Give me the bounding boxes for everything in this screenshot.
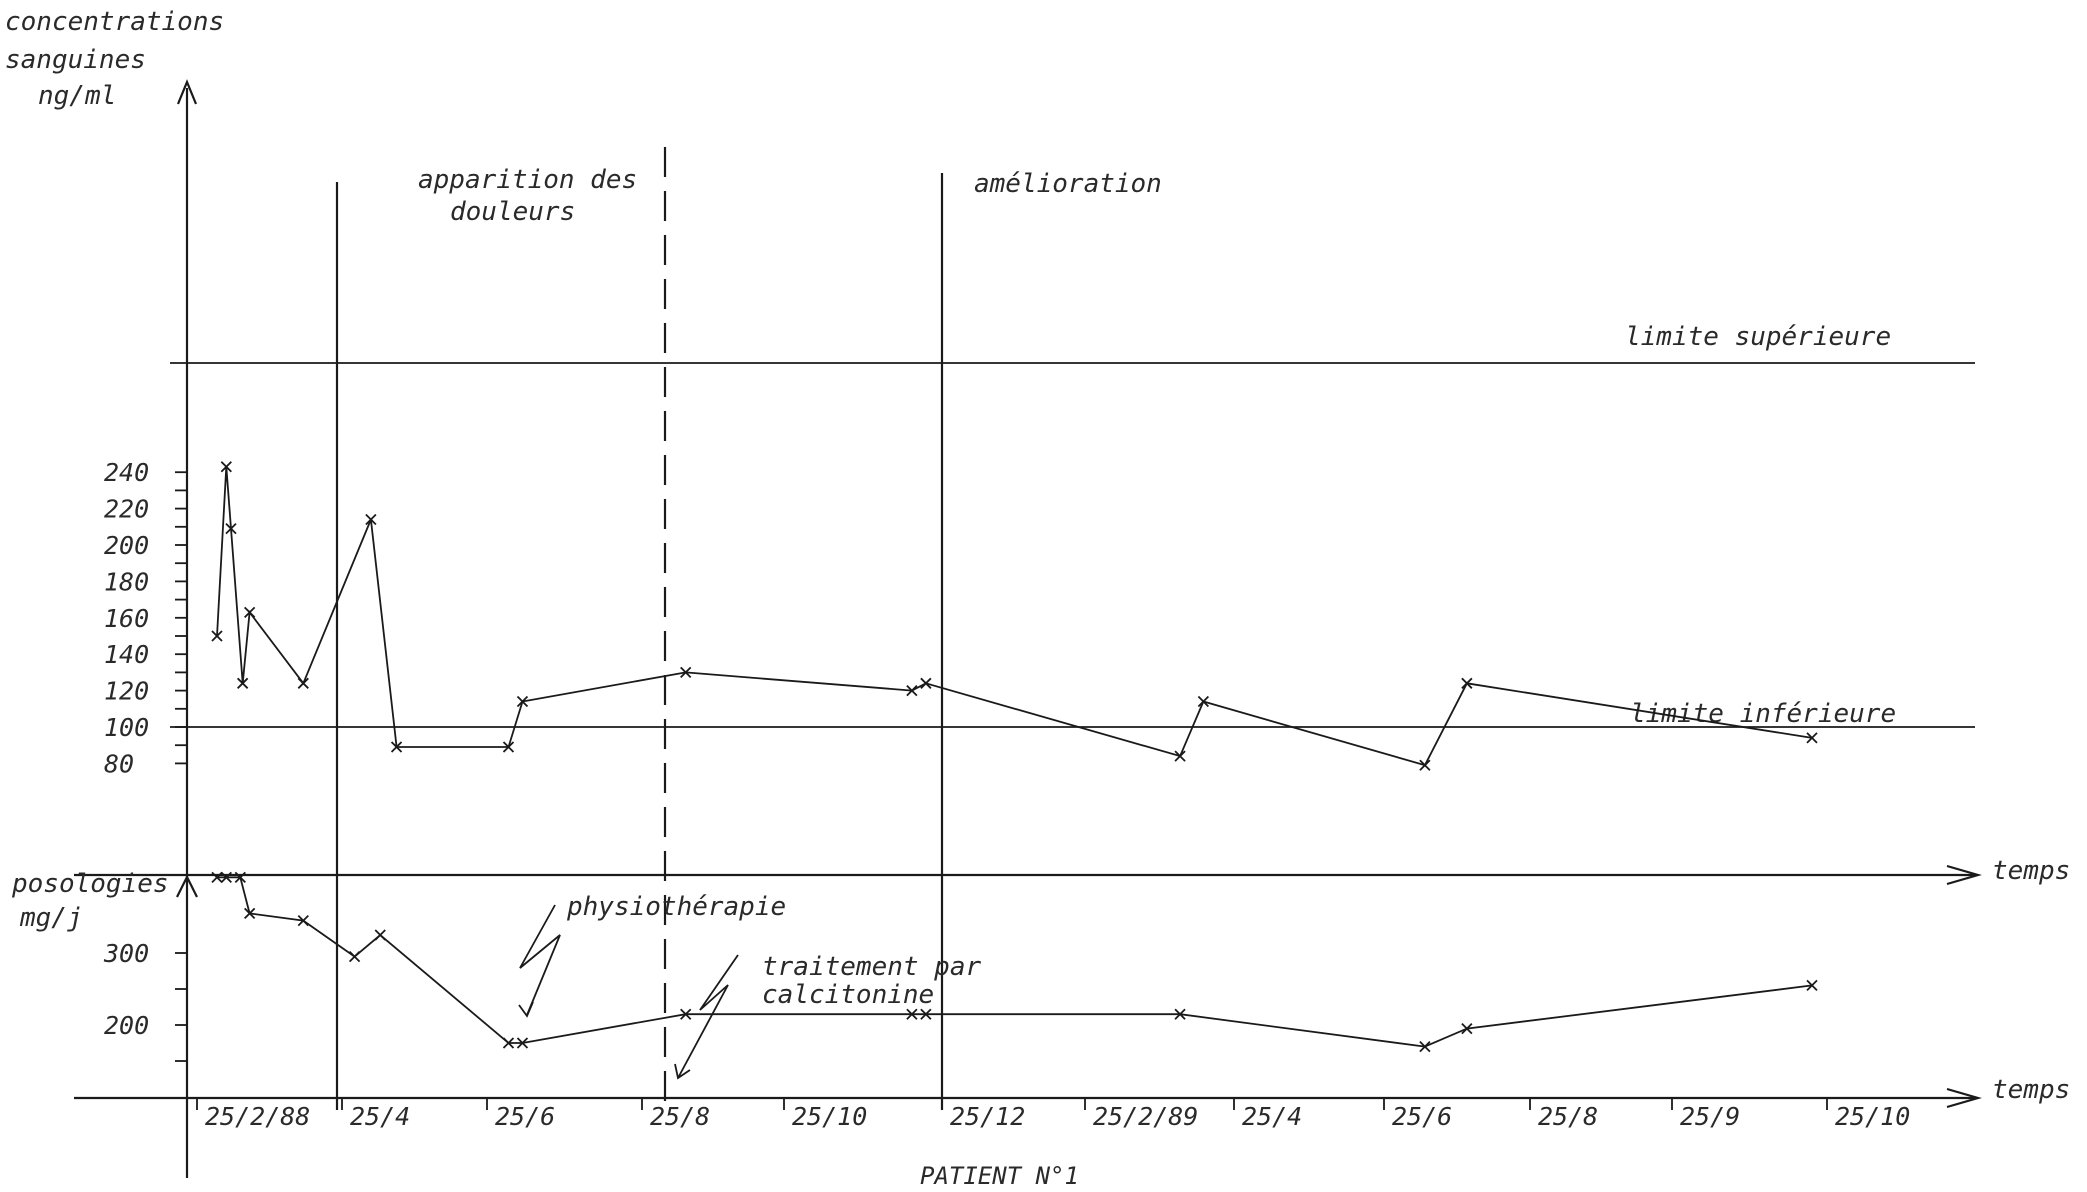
dose-point (920, 1008, 932, 1020)
dose-line (217, 876, 1813, 1048)
dose-point (244, 907, 256, 920)
annotation-calcitonin-line1: traitement par (762, 952, 981, 982)
concentration-point (390, 741, 403, 753)
x-tick-label: 25/6 (1392, 1102, 1452, 1131)
x-tick-label: 25/2/88 (205, 1102, 310, 1131)
concentration-point (225, 522, 237, 535)
dose-point (680, 1008, 692, 1020)
dose-point (906, 1008, 918, 1020)
dose-y-tick-label: 200 (104, 1011, 149, 1040)
concentration-line (216, 466, 1813, 767)
calcitonin-arrowhead (674, 1063, 691, 1080)
x-tick-label: 25/2/89 (1093, 1102, 1198, 1131)
concentration-point (1419, 759, 1431, 771)
concentration-point (365, 513, 377, 526)
concentration-series (211, 461, 1818, 771)
concentration-point (1197, 695, 1210, 708)
physiotherapy-arrowhead (518, 1001, 534, 1018)
y-axis-unit: ng/ml (38, 81, 116, 111)
dose-y-ticks: 200 300 (103, 939, 187, 1062)
top-y-tick-label: 220 (104, 495, 149, 524)
x-tick-label: 25/10 (792, 1102, 867, 1131)
dose-point (1419, 1040, 1431, 1053)
dose-point (374, 929, 386, 941)
top-y-tick-label: 120 (104, 677, 149, 706)
x-tick-label: 25/10 (1835, 1102, 1910, 1131)
dose-point (297, 914, 309, 927)
x-ticks: 25/2/88 25/4 25/6 25/8 25/10 25/12 25/2/89 25/4… (196, 1098, 1910, 1131)
concentration-point (237, 677, 249, 689)
x-tick-label: 25/4 (350, 1102, 410, 1131)
concentration-point (516, 695, 529, 708)
concentration-point (1461, 677, 1473, 689)
concentration-point (906, 684, 918, 697)
annotation-physiotherapy: physiothérapie (566, 892, 786, 922)
concentration-point (211, 630, 223, 642)
top-y-tick-label: 160 (104, 604, 149, 633)
dose-point (220, 871, 232, 884)
lower-limit-label: limite inférieure (1630, 699, 1896, 729)
concentration-point (220, 461, 232, 473)
x-tick-label: 25/9 (1680, 1102, 1740, 1131)
y-axis-title-line2: sanguines (5, 45, 146, 75)
top-y-tick-label: 240 (104, 458, 149, 487)
top-time-axis-arrow (1946, 864, 1982, 886)
event-pain-label-line1: apparition des (418, 165, 637, 195)
top-y-ticks: 80 100 120 140 160 180 200 220 240 (104, 458, 187, 778)
concentration-point (502, 741, 515, 753)
dose-axis-arrow (176, 874, 198, 898)
dose-axis-title: posologies (11, 869, 169, 899)
top-y-tick-label: 140 (104, 640, 149, 669)
annotation-calcitonin-line2: calcitonine (762, 980, 934, 1010)
concentration-point (297, 677, 309, 689)
dose-point (1461, 1022, 1473, 1035)
x-tick-label: 25/6 (495, 1102, 555, 1131)
top-y-tick-label: 200 (104, 531, 149, 560)
dose-series (211, 871, 1818, 1053)
y-axis-labels-top: concentrations sanguines ng/ml (5, 7, 224, 111)
y-axis-arrow (176, 79, 198, 105)
top-y-tick-label: 100 (104, 713, 149, 742)
event-pain-label-line2: douleurs (450, 197, 575, 227)
dose-y-tick-label: 300 (103, 939, 149, 968)
concentration-point (1174, 750, 1186, 762)
x-tick-label: 25/4 (1242, 1102, 1302, 1131)
dose-point (234, 871, 246, 884)
bottom-time-axis-arrow (1946, 1087, 1982, 1109)
upper-limit-label: limite supérieure (1625, 322, 1891, 352)
dose-point (1174, 1008, 1186, 1020)
temps-label-top: temps (1992, 856, 2070, 886)
top-y-tick-label: 80 (104, 749, 134, 778)
concentration-point (920, 677, 932, 689)
concentration-point (244, 606, 256, 618)
dose-axis-unit: mg/j (19, 903, 83, 933)
x-tick-label: 25/8 (650, 1102, 710, 1131)
calcitonin-arrow (677, 954, 739, 1079)
dose-point (516, 1037, 529, 1049)
dose-point (211, 871, 223, 884)
temps-label-bottom: temps (1992, 1075, 2070, 1105)
x-tick-label: 25/8 (1538, 1102, 1598, 1131)
dose-point (502, 1037, 515, 1049)
y-axis-title-line1: concentrations (5, 7, 224, 37)
event-improvement-label: amélioration (974, 169, 1162, 199)
top-y-tick-label: 180 (104, 567, 149, 596)
physiotherapy-arrow (519, 904, 561, 1016)
x-tick-label: 25/12 (950, 1102, 1025, 1131)
dose-point (348, 950, 361, 963)
concentration-point (1806, 732, 1818, 744)
concentration-point (680, 666, 692, 679)
dose-point (1806, 979, 1818, 992)
patient-footer: PATIENT N°1 (920, 1162, 1079, 1190)
